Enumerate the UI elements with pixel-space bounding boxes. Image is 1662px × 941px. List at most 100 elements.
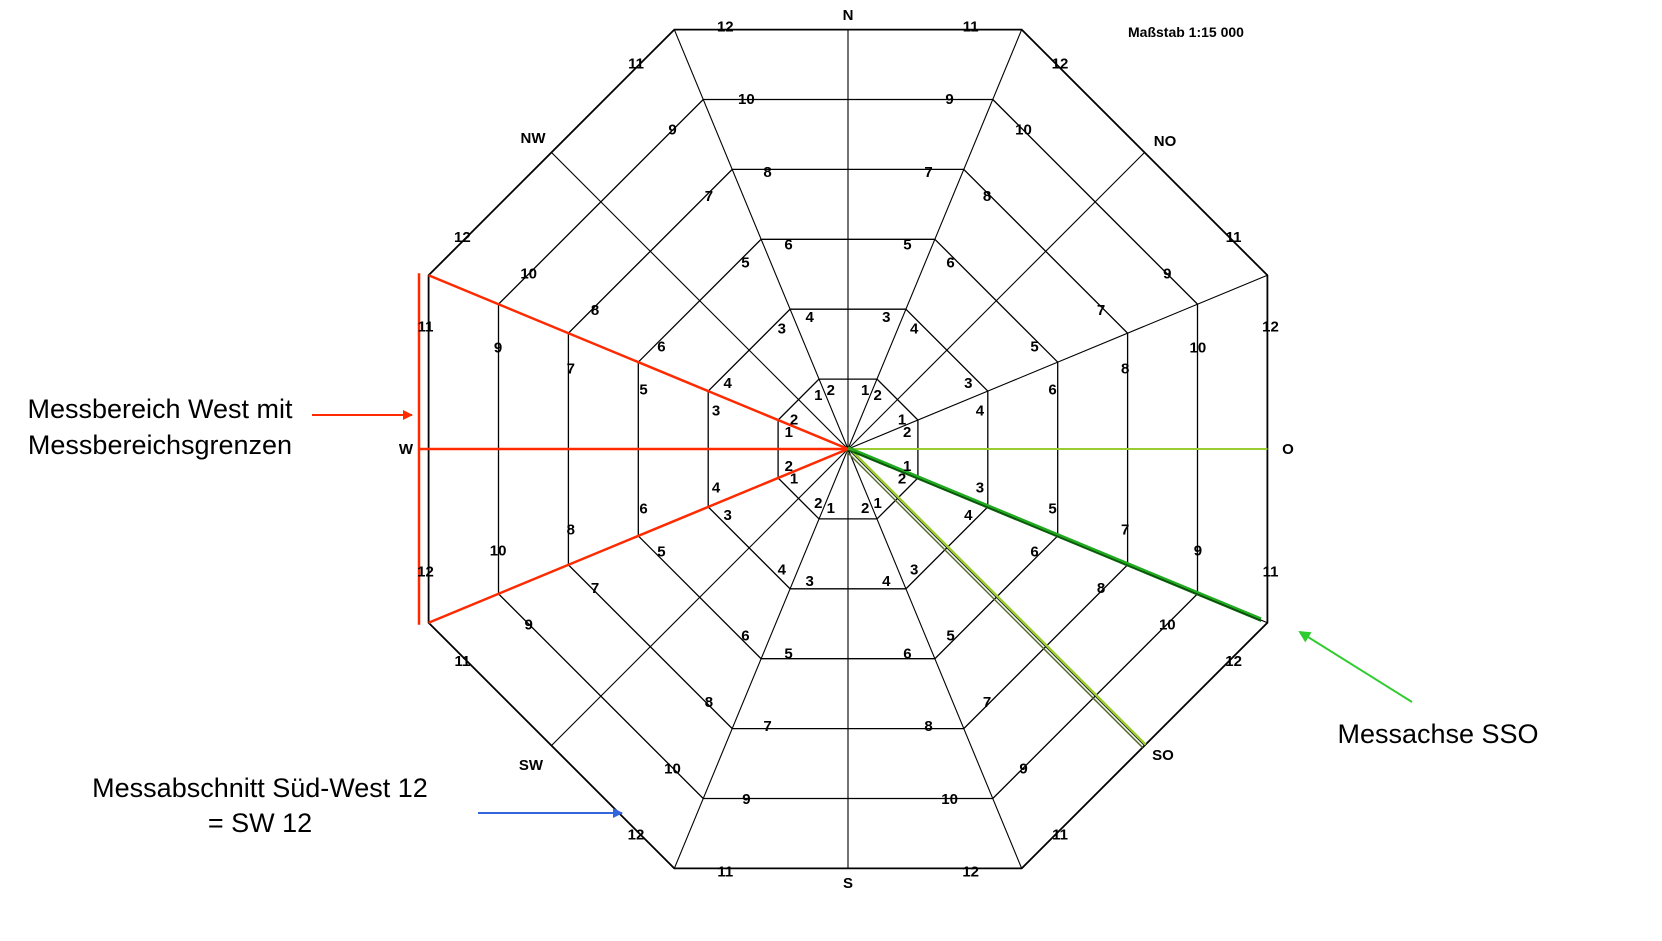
ring-number-label: 5: [903, 237, 911, 254]
ring-number-label: 1: [827, 500, 835, 517]
ring-number-label: 6: [903, 646, 911, 663]
ring-number-label: 8: [983, 188, 991, 205]
ring-number-label: 3: [882, 309, 890, 326]
annotation-sso-text: Messachse SSO: [1337, 719, 1538, 749]
direction-label-nw: NW: [521, 130, 547, 147]
direction-label-so: SO: [1152, 747, 1174, 764]
ring-number-label: 1: [874, 495, 882, 512]
spoke-1: [847, 274, 1268, 450]
so-axis-highlight-dark: [845, 450, 1144, 749]
sso-axis-highlight: [847, 446, 1262, 620]
ring-number-label: 2: [861, 500, 869, 517]
ring-number-label: 10: [941, 791, 958, 808]
annotation-west-line2: Messbereichsgrenzen: [28, 430, 292, 460]
ring-number-label: 8: [1121, 361, 1129, 378]
ring-number-label: 11: [963, 19, 979, 36]
ring-number-label: 6: [946, 254, 954, 271]
ring-number-label: 6: [1030, 544, 1038, 561]
ring-number-label: 9: [668, 122, 676, 139]
axis-nw: [551, 152, 849, 450]
spoke-2: [847, 448, 1268, 624]
ring-number-label: 2: [790, 411, 798, 428]
spoke-3: [847, 448, 1023, 869]
ring-number-label: 4: [778, 561, 787, 578]
ring-number-label: 11: [1263, 564, 1279, 581]
ring-number-label: 5: [1048, 500, 1056, 517]
ring-number-label: 12: [454, 229, 471, 246]
ring-number-label: 10: [520, 266, 537, 283]
ring-number-label: 3: [910, 561, 918, 578]
ring-number-label: 10: [1159, 617, 1176, 634]
ring-number-label: 6: [1048, 382, 1056, 399]
ring-number-label: 3: [806, 573, 814, 590]
ring-number-label: 2: [827, 382, 835, 399]
ring-number-label: 9: [1194, 543, 1202, 560]
ring-number-label: 7: [924, 164, 932, 181]
spoke-7: [673, 29, 849, 450]
axis-so: [847, 448, 1145, 746]
ring-number-label: 3: [976, 479, 984, 496]
ring-number-label: 3: [712, 403, 720, 420]
annotation-sw12-line1: Messabschnitt Süd-West 12: [92, 773, 428, 803]
annotation-sso-arrow: [1298, 630, 1413, 703]
ring-number-label: 11: [1052, 827, 1068, 844]
ring-number-label: 9: [945, 91, 953, 108]
so-axis-highlight: [848, 447, 1147, 746]
ring-number-label: 10: [1190, 339, 1207, 356]
direction-labels: N NO O SO S SW W NW: [399, 7, 1294, 892]
ring-number-label: 2: [898, 471, 906, 488]
ring-number-label: 8: [591, 302, 599, 319]
ring-number-label: 1: [903, 458, 911, 475]
ring-number-label: 9: [1019, 760, 1027, 777]
spoke-4: [673, 448, 849, 869]
ring-number-label: 7: [983, 694, 991, 711]
ring-number-label: 4: [964, 507, 973, 524]
ring-number-label: 1: [814, 387, 822, 404]
ring-number-label: 4: [806, 309, 815, 326]
ring-number-label: 5: [741, 254, 749, 271]
ring-number-label: 9: [742, 791, 750, 808]
ring-number-label: 11: [717, 864, 733, 881]
ring-number-label: 1: [785, 424, 793, 441]
ring-number-label: 5: [657, 544, 665, 561]
ring-number-label: 12: [1262, 318, 1279, 335]
west-range-lower-boundary: [428, 447, 849, 624]
ring-number-label: 11: [628, 55, 644, 72]
ring-number-label: 5: [946, 628, 954, 645]
ring-number-label: 3: [724, 507, 732, 524]
spoke-0: [847, 29, 1023, 450]
ring-number-label: 3: [964, 375, 972, 392]
ring-number-label: 4: [910, 321, 919, 338]
annotation-west: Messbereich West mit Messbereichsgrenzen: [27, 394, 413, 460]
ring-number-label: 7: [1097, 302, 1105, 319]
highlight-lines: [417, 273, 1268, 749]
ring-number-label: 11: [454, 653, 470, 670]
ring-number-label: 3: [778, 321, 786, 338]
ring-number-label: 8: [567, 522, 575, 539]
ring-number-label: 4: [724, 375, 733, 392]
ring-number-label: 1: [861, 382, 869, 399]
ring-number-label: 4: [882, 573, 891, 590]
ring-number-label: 7: [1121, 522, 1129, 539]
ring-number-label: 6: [657, 338, 665, 355]
ring-number-label: 10: [1015, 122, 1032, 139]
scale-label: Maßstab 1:15 000: [1128, 24, 1244, 40]
ring-number-label: 4: [976, 403, 985, 420]
direction-label-w: W: [399, 441, 414, 458]
ring-number-label: 7: [705, 188, 713, 205]
ring-number-label: 10: [664, 760, 681, 777]
ring-number-label: 12: [717, 19, 734, 36]
ring-number-label: 4: [712, 479, 721, 496]
ring-number-label: 2: [874, 387, 882, 404]
ring-number-label: 8: [763, 164, 771, 181]
ring-number-label: 8: [924, 718, 932, 735]
ring-number-label: 12: [417, 564, 434, 581]
ring-number-label: 11: [1226, 229, 1242, 246]
direction-label-n: N: [843, 7, 854, 24]
direction-label-sw: SW: [519, 757, 544, 774]
annotation-west-line1: Messbereich West mit: [27, 394, 293, 424]
ring-number-label: 12: [1225, 653, 1242, 670]
ring-number-label: 5: [1030, 338, 1038, 355]
